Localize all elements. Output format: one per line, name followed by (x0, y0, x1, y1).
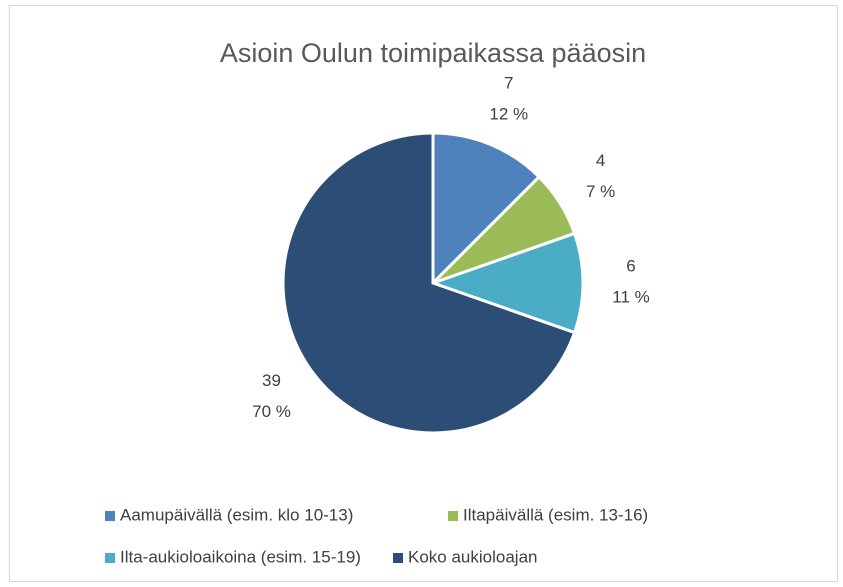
percent-label: 7 % (586, 182, 615, 201)
legend-label: Iltapäivällä (esim. 13-16) (463, 505, 648, 524)
percent-label: 70 % (252, 402, 291, 421)
data-label: 7 (504, 74, 513, 93)
legend-swatch (393, 553, 403, 563)
data-label: 39 (262, 371, 281, 390)
pie-slice (281, 131, 577, 435)
legend-label: Ilta-aukioloaikoina (esim. 15-19) (120, 547, 361, 566)
legend-label: Koko aukioloajan (408, 547, 537, 566)
legend-swatch (105, 553, 115, 563)
legend-label: Aamupäivällä (esim. klo 10-13) (120, 505, 353, 524)
percent-label: 12 % (489, 105, 528, 124)
legend-swatch (105, 511, 115, 521)
data-label: 4 (596, 151, 605, 170)
pie-slice (431, 131, 542, 287)
chart-title: Asioin Oulun toimipaikassa pääosin (220, 38, 646, 68)
data-label: 6 (626, 256, 635, 275)
pie-slice (428, 231, 585, 335)
percent-label: 11 % (612, 287, 650, 306)
legend-swatch (448, 511, 458, 521)
